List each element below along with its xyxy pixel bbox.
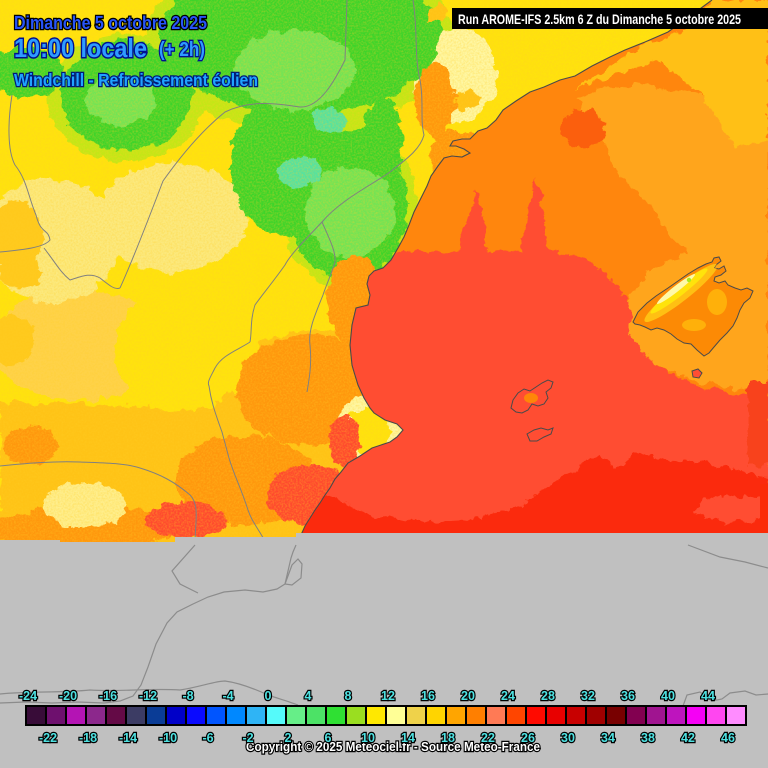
svg-text:4: 4 (305, 689, 312, 703)
svg-text:-8: -8 (182, 689, 193, 703)
svg-text:-12: -12 (139, 689, 157, 703)
svg-text:44: 44 (701, 689, 715, 703)
svg-text:-4: -4 (222, 689, 233, 703)
svg-text:Run AROME-IFS 2.5km 6 Z du Dim: Run AROME-IFS 2.5km 6 Z du Dimanche 5 oc… (458, 11, 741, 27)
svg-text:-24: -24 (19, 689, 37, 703)
svg-text:16: 16 (421, 689, 435, 703)
svg-text:-2: -2 (242, 731, 253, 745)
svg-text:32: 32 (581, 689, 595, 703)
svg-text:14: 14 (401, 731, 415, 745)
svg-text:36: 36 (621, 689, 635, 703)
svg-text:10:00 locale: 10:00 locale (14, 33, 147, 63)
svg-text:22: 22 (481, 731, 495, 745)
svg-text:30: 30 (561, 731, 575, 745)
svg-text:12: 12 (381, 689, 395, 703)
svg-text:-16: -16 (99, 689, 117, 703)
svg-text:24: 24 (501, 689, 515, 703)
svg-text:10: 10 (361, 731, 375, 745)
svg-text:-14: -14 (119, 731, 137, 745)
svg-text:8: 8 (345, 689, 352, 703)
svg-text:-6: -6 (202, 731, 213, 745)
svg-text:-10: -10 (159, 731, 177, 745)
svg-text:18: 18 (441, 731, 455, 745)
svg-text:40: 40 (661, 689, 675, 703)
svg-text:42: 42 (681, 731, 695, 745)
svg-text:46: 46 (721, 731, 735, 745)
svg-text:(+ 2h): (+ 2h) (159, 39, 205, 61)
svg-text:Windchill - Refroissement éoli: Windchill - Refroissement éolien (14, 70, 258, 90)
svg-text:Dimanche 5 octobre 2025: Dimanche 5 octobre 2025 (14, 13, 207, 33)
svg-text:-20: -20 (59, 689, 77, 703)
svg-text:6: 6 (325, 731, 332, 745)
svg-text:2: 2 (285, 731, 292, 745)
svg-text:Copyright © 2025 Meteociel.fr: Copyright © 2025 Meteociel.fr - Source M… (246, 740, 540, 754)
svg-text:26: 26 (521, 731, 535, 745)
svg-text:34: 34 (601, 731, 615, 745)
svg-text:20: 20 (461, 689, 475, 703)
svg-text:28: 28 (541, 689, 555, 703)
svg-text:0: 0 (265, 689, 272, 703)
svg-text:-22: -22 (39, 731, 57, 745)
svg-text:-18: -18 (79, 731, 97, 745)
svg-text:38: 38 (641, 731, 655, 745)
